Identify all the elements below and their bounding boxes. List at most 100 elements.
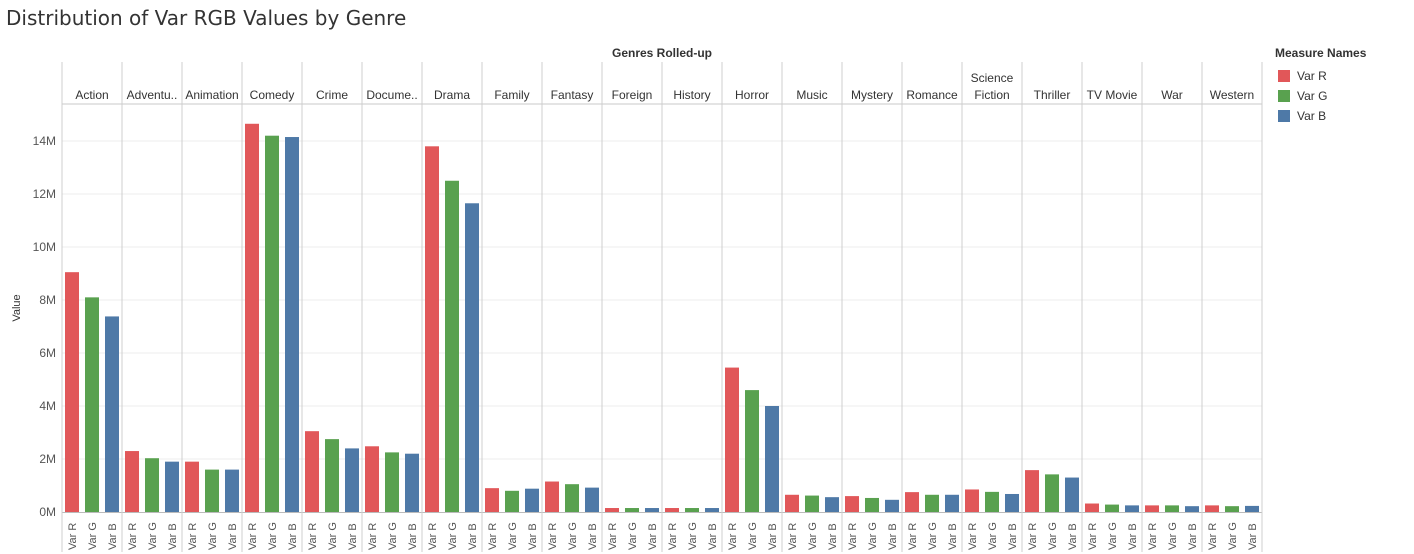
legend-item-var-b[interactable]: Var B [1275,106,1366,126]
bar-adventu-var-b [165,461,179,512]
legend-item-var-r[interactable]: Var R [1275,66,1366,86]
x-tick-label-horror-var-r: Var R [727,523,739,550]
x-tick-label-romance-var-b: Var B [947,523,959,550]
legend-label-var-r: Var R [1297,69,1327,83]
x-tick-label-war-var-b: Var B [1187,523,1199,550]
x-tick-label-drama-var-g: Var G [447,522,459,550]
legend-item-var-g[interactable]: Var G [1275,86,1366,106]
bar-music-var-b [825,497,839,512]
legend-label-var-b: Var B [1297,109,1327,123]
category-label-foreign: Foreign [612,88,653,102]
bar-history-var-b [705,508,719,512]
bar-foreign-var-b [645,508,659,512]
x-tick-label-foreign-var-r: Var R [607,523,619,550]
bar-adventu-var-g [145,458,159,512]
category-label-drama: Drama [434,88,470,102]
x-tick-label-foreign-var-g: Var G [627,522,639,550]
bar-chart: Genres Rolled-up 0M 2M 4M 6M 8M 10M 12M 14M Value… [11,46,1263,552]
x-tick-label-family-var-r: Var R [487,523,499,550]
x-tick-label-adventu-var-r: Var R [127,523,139,550]
bar-music-var-r [785,494,799,512]
bar-western-var-b [1245,505,1259,512]
x-tick-label-crime-var-g: Var G [327,522,339,550]
x-tick-label-animation-var-g: Var G [207,522,219,550]
bar-family-var-b [525,488,539,512]
bar-thriller-var-g [1045,474,1059,512]
x-tick-label-animation-var-r: Var R [187,523,199,550]
bar-animation-var-g [205,469,219,512]
legend-swatch-var-b [1278,110,1290,122]
x-tick-label-thriller-var-r: Var R [1027,523,1039,550]
bar-tv-movie-var-g [1105,504,1119,512]
x-tick-label-thriller-var-g: Var G [1047,522,1059,550]
bar-animation-var-b [225,469,239,512]
y-tick-label-0m: 0M [39,505,56,519]
bar-thriller-var-b [1065,477,1079,512]
bar-fantasy-var-g [565,484,579,512]
bar-science-fiction-var-b [1005,493,1019,512]
y-tick-label-12m: 12M [33,187,56,201]
category-label-horror: Horror [735,88,769,102]
category-label-crime: Crime [316,88,348,102]
x-tick-label-western-var-g: Var G [1227,522,1239,550]
category-label-thriller: Thriller [1034,88,1071,102]
y-tick-label-10m: 10M [33,240,56,254]
category-label-fantasy: Fantasy [551,88,594,102]
x-tick-label-romance-var-g: Var G [927,522,939,550]
x-tick-label-music-var-g: Var G [807,522,819,550]
x-tick-label-fantasy-var-r: Var R [547,523,559,550]
chart-title: Distribution of Var RGB Values by Genre [6,6,407,30]
legend-swatch-var-r [1278,70,1290,82]
category-label-tv-movie: TV Movie [1087,88,1138,102]
bar-fantasy-var-b [585,487,599,512]
bar-horror-var-r [725,367,739,512]
category-label-adventu: Adventu.. [127,88,178,102]
bar-docume-var-r [365,446,379,512]
bar-western-var-g [1225,506,1239,512]
bar-foreign-var-g [625,508,639,512]
x-tick-label-mystery-var-b: Var B [887,523,899,550]
column-header-title: Genres Rolled-up [612,46,712,60]
category-label-western: Western [1210,88,1254,102]
x-tick-label-mystery-var-g: Var G [867,522,879,550]
x-tick-label-horror-var-b: Var B [767,523,779,550]
bar-crime-var-g [325,439,339,512]
bar-history-var-r [665,508,679,512]
x-tick-label-docume-var-b: Var B [407,523,419,550]
category-label-music: Music [796,88,827,102]
x-tick-label-tv-movie-var-b: Var B [1127,523,1139,550]
x-tick-label-animation-var-b: Var B [227,523,239,550]
x-tick-label-history-var-r: Var R [667,523,679,550]
bar-tv-movie-var-r [1085,503,1099,512]
bar-docume-var-g [385,452,399,512]
bar-mystery-var-r [845,496,859,512]
bar-foreign-var-r [605,508,619,512]
x-tick-label-fantasy-var-b: Var B [587,523,599,550]
x-tick-label-romance-var-r: Var R [907,523,919,550]
x-tick-label-history-var-g: Var G [687,522,699,550]
bar-mystery-var-g [865,497,879,512]
bar-drama-var-b [465,203,479,512]
bar-crime-var-r [305,431,319,512]
category-label-war: War [1161,88,1183,102]
category-label-animation: Animation [185,88,238,102]
category-label-action: Action [75,88,108,102]
x-tick-label-western-var-r: Var R [1207,523,1219,550]
bar-drama-var-r [425,146,439,513]
bar-horror-var-b [765,406,779,512]
x-tick-label-crime-var-b: Var B [347,523,359,550]
bar-science-fiction-var-r [965,489,979,512]
bar-action-var-b [105,316,119,512]
x-tick-label-horror-var-g: Var G [747,522,759,550]
bar-action-var-g [85,297,99,512]
category-label-mystery: Mystery [851,88,893,102]
bar-tv-movie-var-b [1125,505,1139,512]
category-label-comedy: Comedy [250,88,295,102]
x-tick-label-western-var-b: Var B [1247,523,1259,550]
bar-war-var-r [1145,505,1159,512]
x-tick-label-science-fiction-var-r: Var R [967,523,979,550]
x-tick-label-mystery-var-r: Var R [847,523,859,550]
legend-swatch-var-g [1278,90,1290,102]
x-tick-label-tv-movie-var-g: Var G [1107,522,1119,550]
y-tick-label-8m: 8M [39,293,56,307]
